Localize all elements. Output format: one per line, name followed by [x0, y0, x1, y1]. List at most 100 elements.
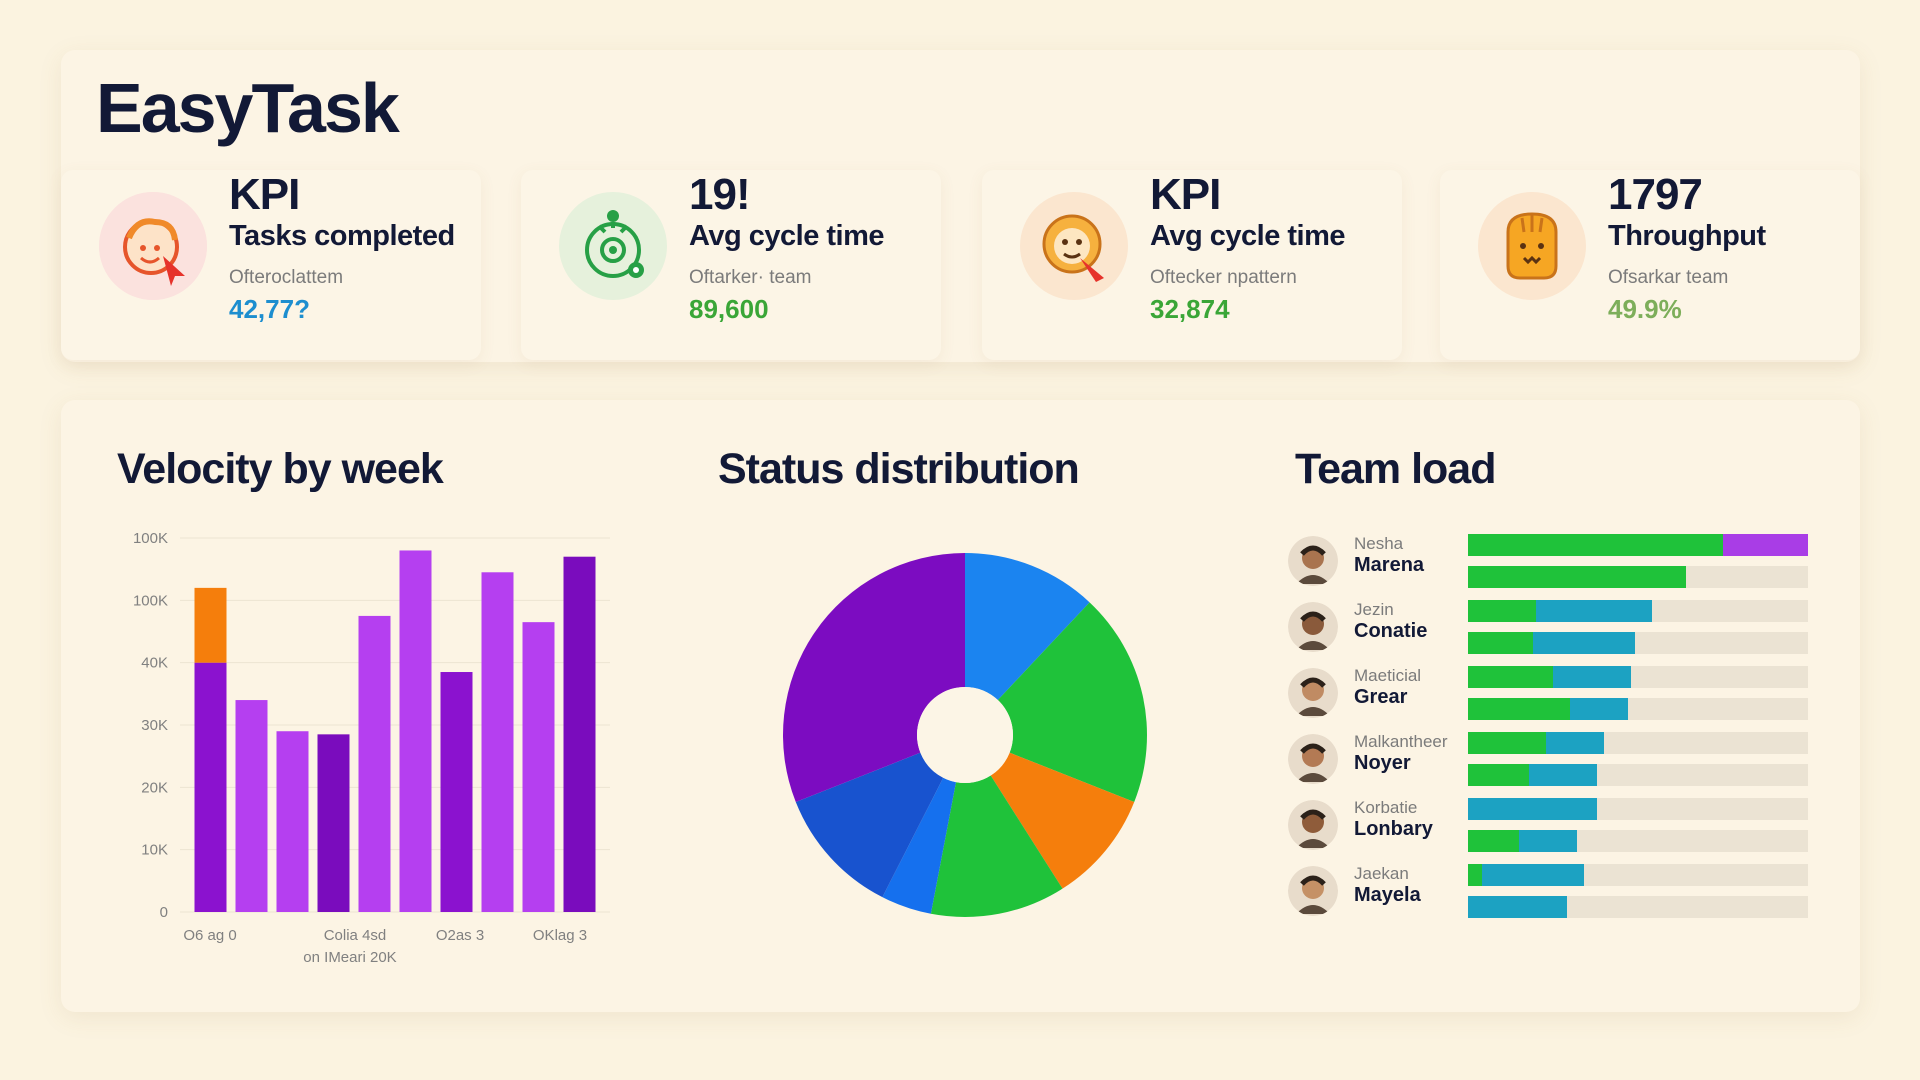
load-bar-track [1468, 534, 1808, 556]
velocity-bar[interactable] [522, 622, 555, 912]
kpi-subtitle: Ofteroclattem [229, 267, 344, 288]
kpi-label: Avg cycle time [1150, 220, 1346, 252]
velocity-bar[interactable] [194, 662, 227, 912]
load-bar-green[interactable] [1468, 666, 1553, 688]
load-bar-green[interactable] [1468, 534, 1723, 556]
kpi-heading: KPI [1150, 170, 1221, 219]
velocity-bar[interactable] [276, 731, 309, 912]
velocity-bar[interactable] [399, 550, 432, 912]
y-tick-label: 100K [133, 530, 168, 547]
kpi-heading: 19! [689, 170, 751, 219]
kpi-heading: 1797 [1608, 170, 1703, 219]
velocity-bar[interactable] [358, 615, 391, 912]
velocity-bar-stack[interactable] [194, 587, 227, 663]
pie-slice[interactable] [990, 752, 1135, 889]
load-bar-track [1468, 864, 1808, 886]
y-tick-label: 30K [141, 717, 168, 734]
load-bar-green[interactable] [1468, 698, 1570, 720]
member-last-name: Marena [1354, 554, 1425, 576]
member-first-name: Jaekan [1354, 864, 1409, 883]
member-last-name: Noyer [1354, 752, 1411, 774]
load-bar-teal[interactable] [1546, 732, 1604, 754]
load-bar-teal[interactable] [1519, 830, 1577, 852]
avatar-icon [1288, 668, 1338, 718]
pie-slice[interactable] [882, 777, 957, 914]
avatar-icon [1288, 866, 1338, 916]
kpi-value: 32,874 [1150, 294, 1230, 324]
load-bar-green[interactable] [1468, 600, 1536, 622]
load-bar-track [1468, 732, 1808, 754]
kpi-card-tasks-completed[interactable]: KPI Tasks completed Ofteroclattem 42,77? [61, 170, 481, 360]
team-member-row[interactable]: Nesha Marena [1288, 532, 1848, 592]
kpi-card-avg-cycle-time-2[interactable]: KPI Avg cycle time Oftecker npattern 32,… [982, 170, 1402, 360]
load-bar-teal[interactable] [1532, 632, 1635, 654]
load-bar-teal[interactable] [1553, 666, 1632, 688]
load-bar-green[interactable] [1468, 830, 1519, 852]
load-bar-track [1468, 698, 1808, 720]
velocity-bar[interactable] [317, 734, 350, 912]
kpi-label: Tasks completed [229, 220, 455, 252]
kpi-card-throughput[interactable]: 1797 Throughput Ofsarkar team 49.9% [1440, 170, 1860, 360]
kpi-label: Throughput [1608, 220, 1766, 252]
velocity-bar[interactable] [440, 672, 473, 912]
donut-hole [917, 687, 1013, 783]
load-bar-track [1468, 666, 1808, 688]
kpi-card-avg-cycle-time[interactable]: 19! Avg cycle time Oftarker· team 89,600 [521, 170, 941, 360]
load-bar-green[interactable] [1468, 864, 1482, 886]
kpi-subtitle: Oftecker npattern [1150, 267, 1297, 288]
avatar-icon [1288, 602, 1338, 652]
load-bar-teal[interactable] [1570, 698, 1628, 720]
load-bar-track [1468, 566, 1808, 588]
team-member-row[interactable]: Maeticial Grear [1288, 664, 1848, 724]
load-bar-track [1468, 798, 1808, 820]
pie-slice[interactable] [965, 553, 1090, 701]
load-bar-green[interactable] [1468, 632, 1533, 654]
load-bar-track [1468, 830, 1808, 852]
load-bar-teal[interactable] [1481, 864, 1584, 886]
member-first-name: Korbatie [1354, 798, 1418, 817]
pie-slice[interactable] [783, 553, 965, 802]
load-bar-track [1468, 600, 1808, 622]
status-title: Status distribution [718, 445, 1080, 493]
y-tick-label: 10K [141, 842, 168, 859]
load-bar-track [1468, 632, 1808, 654]
load-bar-teal[interactable] [1529, 764, 1598, 786]
velocity-bar[interactable] [563, 556, 596, 912]
team-member-row[interactable]: Malkantheer Noyer [1288, 730, 1848, 790]
member-last-name: Conatie [1354, 620, 1428, 642]
cycle-target-icon [559, 192, 667, 300]
x-tick-label: OKlag 3 [533, 927, 587, 944]
member-last-name: Lonbary [1354, 818, 1433, 840]
pie-slice[interactable] [795, 752, 944, 898]
load-bar-green[interactable] [1468, 566, 1686, 588]
pie-slice[interactable] [930, 775, 1063, 917]
team-member-row[interactable]: Jezin Conatie [1288, 598, 1848, 658]
kpi-subtitle: Oftarker· team [689, 267, 812, 288]
load-bar-green[interactable] [1468, 732, 1547, 754]
kpi-value: 42,77? [229, 294, 310, 324]
load-bar-track [1468, 764, 1808, 786]
load-bar-green[interactable] [1468, 764, 1530, 786]
app-title: EasyTask [96, 69, 400, 147]
kpi-value: 89,600 [689, 294, 769, 324]
velocity-bar[interactable] [235, 700, 268, 912]
face-cursor-icon [99, 192, 207, 300]
velocity-bar[interactable] [481, 572, 514, 912]
team-member-row[interactable]: Jaekan Mayela [1288, 862, 1848, 922]
member-first-name: Malkantheer [1354, 732, 1448, 751]
velocity-title: Velocity by week [117, 445, 444, 493]
mask-face-icon [1478, 192, 1586, 300]
pie-slice[interactable] [997, 602, 1147, 802]
y-tick-label: 100K [133, 592, 168, 609]
load-bar-teal[interactable] [1468, 798, 1598, 820]
x-axis-sublabel: on IMeari 20K [303, 949, 396, 966]
load-bar-purple[interactable] [1723, 534, 1808, 556]
member-first-name: Nesha [1354, 534, 1404, 553]
x-tick-label: O2as 3 [436, 927, 484, 944]
y-tick-label: 20K [141, 779, 168, 796]
avatar-icon [1288, 734, 1338, 784]
load-bar-teal[interactable] [1536, 600, 1652, 622]
kpi-subtitle: Ofsarkar team [1608, 267, 1729, 288]
team-member-row[interactable]: Korbatie Lonbary [1288, 796, 1848, 856]
load-bar-teal[interactable] [1468, 896, 1567, 918]
